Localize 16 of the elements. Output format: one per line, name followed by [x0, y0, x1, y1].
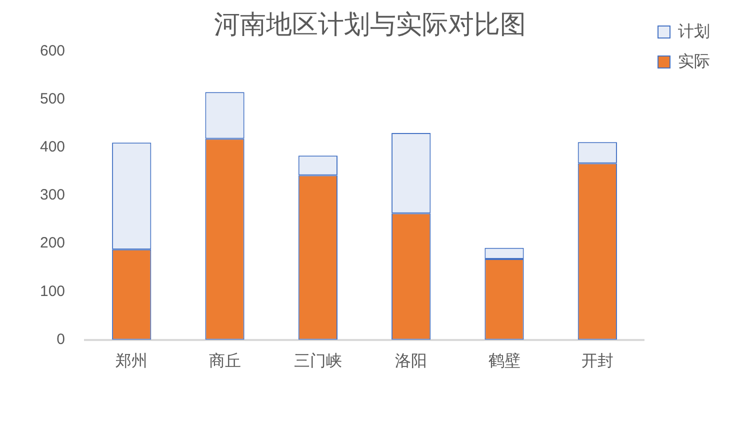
legend-label: 实际 [678, 52, 710, 70]
chart-title: 河南地区计划与实际对比图 [214, 8, 526, 39]
y-tick-label: 200 [40, 234, 66, 252]
x-tick-label: 洛阳 [395, 352, 428, 370]
x-tick-label: 商丘 [208, 352, 241, 370]
y-tick-label: 100 [40, 282, 66, 300]
y-tick-label: 600 [40, 42, 66, 60]
x-tick-label: 鹤壁 [488, 352, 520, 370]
legend-label: 计划 [678, 22, 710, 40]
y-tick-label: 300 [40, 186, 66, 204]
x-tick-label: 开封 [581, 352, 614, 370]
x-tick-label: 郑州 [116, 352, 148, 370]
y-tick-label: 400 [40, 138, 66, 156]
y-tick-label: 500 [40, 90, 66, 108]
x-tick-label: 三门峡 [294, 352, 342, 370]
y-tick-label: 0 [56, 330, 66, 348]
